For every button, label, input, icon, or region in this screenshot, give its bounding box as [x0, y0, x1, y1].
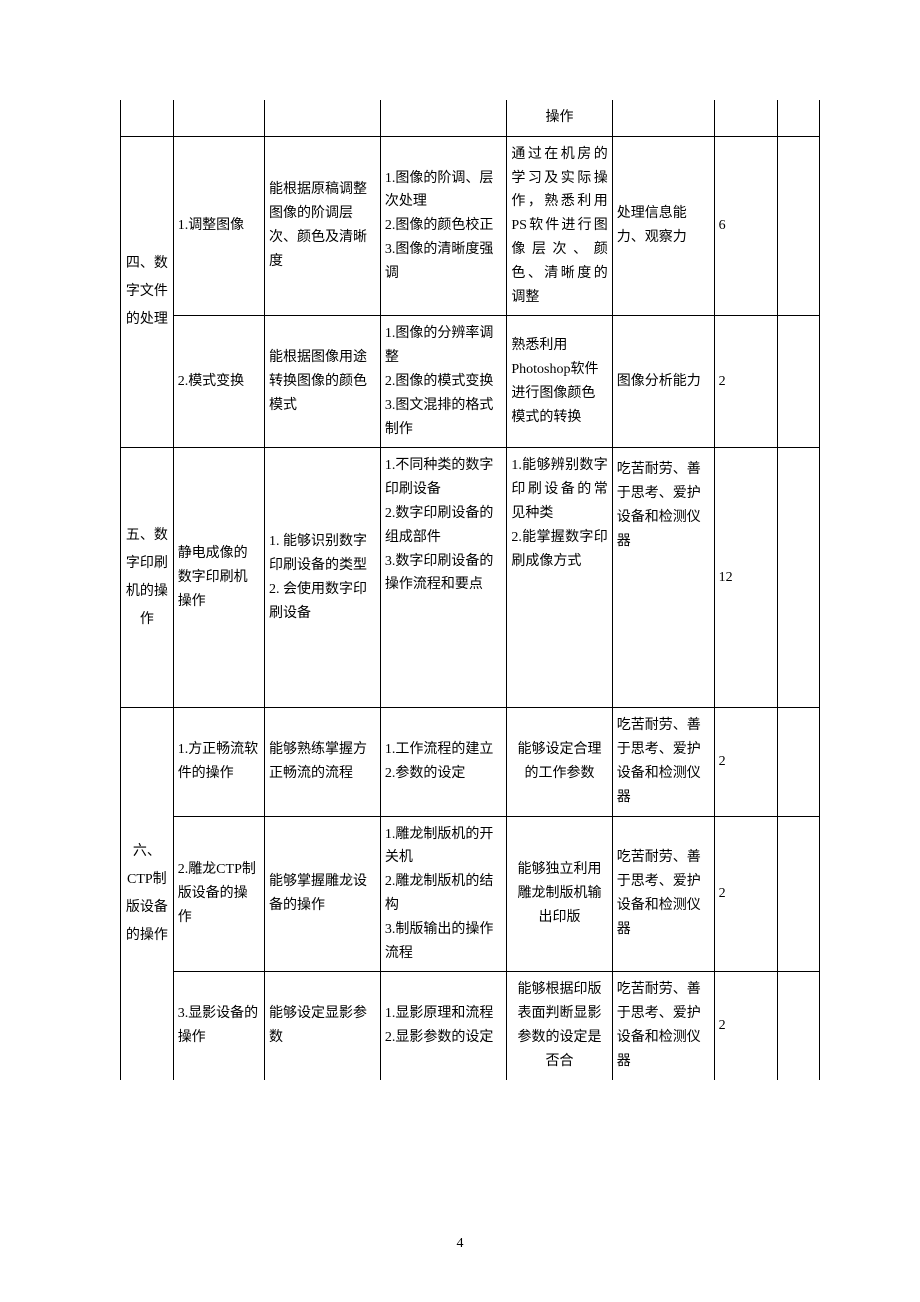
cell-hours: 2 [714, 316, 777, 448]
cell-knowledge [380, 100, 506, 136]
cell-task: 1.方正畅流软件的操作 [173, 708, 264, 816]
cell-quality [612, 100, 714, 136]
cell-module: 六、CTP制版设备的操作 [121, 708, 174, 1080]
cell-activity: 1.能够辨别数字印刷设备的常见种类2.能掌握数字印刷成像方式 [507, 448, 612, 708]
cell-module [121, 100, 174, 136]
cell-skill [265, 100, 381, 136]
curriculum-table: 操作 四、数字文件的处理 1.调整图像 能根据原稿调整图像的阶调层次、颜色及清晰… [120, 100, 820, 1080]
cell-quality: 吃苦耐劳、善于思考、爱护设备和检测仪器 [612, 816, 714, 972]
cell-hours [714, 100, 777, 136]
cell-task: 2.模式变换 [173, 316, 264, 448]
cell-note [777, 972, 819, 1080]
table-row: 2.雕龙CTP制版设备的操作 能够掌握雕龙设备的操作 1.雕龙制版机的开关机2.… [121, 816, 820, 972]
cell-note [777, 136, 819, 316]
cell-quality: 吃苦耐劳、善于思考、爱护设备和检测仪器 [612, 972, 714, 1080]
cell-skill: 能根据原稿调整图像的阶调层次、颜色及清晰度 [265, 136, 381, 316]
cell-knowledge: 1.显影原理和流程2.显影参数的设定 [380, 972, 506, 1080]
cell-skill: 能够设定显影参数 [265, 972, 381, 1080]
cell-module: 四、数字文件的处理 [121, 136, 174, 448]
cell-note [777, 708, 819, 816]
cell-note [777, 100, 819, 136]
cell-task: 静电成像的数字印刷机操作 [173, 448, 264, 708]
cell-task: 1.调整图像 [173, 136, 264, 316]
table-body: 操作 四、数字文件的处理 1.调整图像 能根据原稿调整图像的阶调层次、颜色及清晰… [121, 100, 820, 1080]
cell-activity: 能够根据印版表面判断显影参数的设定是否合 [507, 972, 612, 1080]
cell-quality: 处理信息能力、观察力 [612, 136, 714, 316]
cell-task: 2.雕龙CTP制版设备的操作 [173, 816, 264, 972]
cell-skill: 能够熟练掌握方正畅流的流程 [265, 708, 381, 816]
cell-task: 3.显影设备的操作 [173, 972, 264, 1080]
cell-hours: 2 [714, 816, 777, 972]
cell-skill: 能够掌握雕龙设备的操作 [265, 816, 381, 972]
table-row: 六、CTP制版设备的操作 1.方正畅流软件的操作 能够熟练掌握方正畅流的流程 1… [121, 708, 820, 816]
cell-hours: 12 [714, 448, 777, 708]
cell-quality: 吃苦耐劳、善于思考、爱护设备和检测仪器 [612, 708, 714, 816]
cell-activity: 操作 [507, 100, 612, 136]
cell-quality: 图像分析能力 [612, 316, 714, 448]
cell-hours: 6 [714, 136, 777, 316]
cell-activity: 能够设定合理的工作参数 [507, 708, 612, 816]
cell-knowledge: 1.图像的分辨率调整2.图像的模式变换3.图文混排的格式制作 [380, 316, 506, 448]
cell-module: 五、数字印刷机的操作 [121, 448, 174, 708]
cell-activity: 通过在机房的学习及实际操作，熟悉利用PS软件进行图像层次、颜色、清晰度的调整 [507, 136, 612, 316]
cell-knowledge: 1.工作流程的建立2.参数的设定 [380, 708, 506, 816]
table-row: 五、数字印刷机的操作 静电成像的数字印刷机操作 1. 能够识别数字印刷设备的类型… [121, 448, 820, 708]
cell-note [777, 448, 819, 708]
table-row: 四、数字文件的处理 1.调整图像 能根据原稿调整图像的阶调层次、颜色及清晰度 1… [121, 136, 820, 316]
table-row: 2.模式变换 能根据图像用途转换图像的颜色模式 1.图像的分辨率调整2.图像的模… [121, 316, 820, 448]
cell-activity: 熟悉利用Photoshop软件进行图像颜色模式的转换 [507, 316, 612, 448]
cell-knowledge: 1.不同种类的数字印刷设备2.数字印刷设备的组成部件3.数字印刷设备的操作流程和… [380, 448, 506, 708]
cell-hours: 2 [714, 972, 777, 1080]
cell-skill: 1. 能够识别数字印刷设备的类型2. 会使用数字印刷设备 [265, 448, 381, 708]
cell-hours: 2 [714, 708, 777, 816]
cell-knowledge: 1.图像的阶调、层次处理2.图像的颜色校正3.图像的清晰度强调 [380, 136, 506, 316]
cell-note [777, 316, 819, 448]
table-row: 3.显影设备的操作 能够设定显影参数 1.显影原理和流程2.显影参数的设定 能够… [121, 972, 820, 1080]
cell-note [777, 816, 819, 972]
cell-task [173, 100, 264, 136]
cell-activity: 能够独立利用雕龙制版机输出印版 [507, 816, 612, 972]
page-number: 4 [457, 1236, 464, 1252]
cell-knowledge: 1.雕龙制版机的开关机2.雕龙制版机的结构3.制版输出的操作流程 [380, 816, 506, 972]
cell-quality: 吃苦耐劳、善于思考、爱护设备和检测仪器 [612, 448, 714, 708]
table-row: 操作 [121, 100, 820, 136]
cell-skill: 能根据图像用途转换图像的颜色模式 [265, 316, 381, 448]
